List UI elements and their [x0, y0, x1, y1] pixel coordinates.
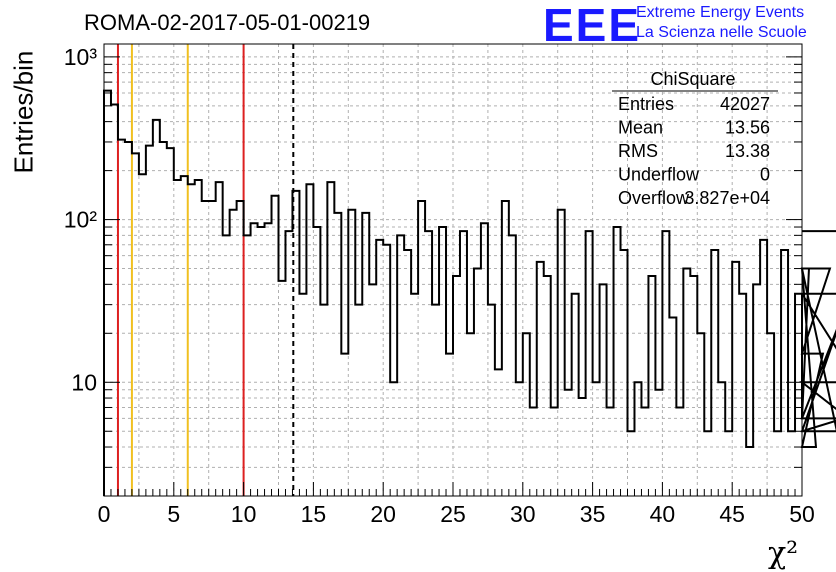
x-tick-label: 50: [789, 501, 815, 527]
x-axis-label: χ²: [768, 536, 799, 571]
histogram-line: [103, 89, 836, 496]
stats-row-label: RMS: [618, 141, 658, 161]
x-tick-label: 10: [231, 501, 257, 527]
x-tick-label: 45: [719, 501, 745, 527]
cut-markers: [116, 44, 295, 496]
stats-row-value: 3.827e+04: [684, 188, 770, 208]
x-axis-ticks: 0 5 10 15 20 25 30 35 40 45 50: [98, 482, 815, 527]
y-axis-ticks: 10 10² 10³: [64, 44, 802, 497]
x-tick-label: 15: [301, 501, 327, 527]
x-tick-label: 30: [510, 501, 536, 527]
x-tick-label: 25: [440, 501, 466, 527]
stats-row-label: Entries: [618, 94, 674, 114]
x-tick-label: 20: [370, 501, 396, 527]
logo-line-2: La Scienza nelle Scuole: [636, 24, 807, 41]
eee-logo-mark: EEE: [543, 0, 642, 51]
x-tick-label: 0: [98, 501, 111, 527]
stats-row-value: 13.56: [725, 118, 770, 138]
logo-line-1: Extreme Energy Events: [636, 4, 805, 21]
grid-lines: [103, 44, 803, 497]
stats-row-value: 42027: [720, 94, 770, 114]
chart-title: ROMA-02-2017-05-01-00219: [84, 10, 371, 35]
x-tick-label: 40: [650, 501, 676, 527]
stats-box: ChiSquare Entries 42027 Mean 13.56 RMS 13.38 U…: [612, 69, 778, 208]
y-tick-label: 10³: [64, 44, 98, 70]
stats-row-label: Underflow: [618, 165, 700, 185]
x-tick-label: 35: [580, 501, 606, 527]
stats-row-label: Mean: [618, 118, 663, 138]
x-tick-label: 5: [167, 501, 180, 527]
y-tick-label: 10²: [64, 207, 98, 233]
stats-row-value: 13.38: [725, 141, 770, 161]
y-tick-label: 10: [71, 369, 97, 395]
stats-title: ChiSquare: [650, 69, 735, 89]
stats-row-label: Overflow: [618, 188, 690, 208]
stats-row-value: 0: [760, 165, 770, 185]
